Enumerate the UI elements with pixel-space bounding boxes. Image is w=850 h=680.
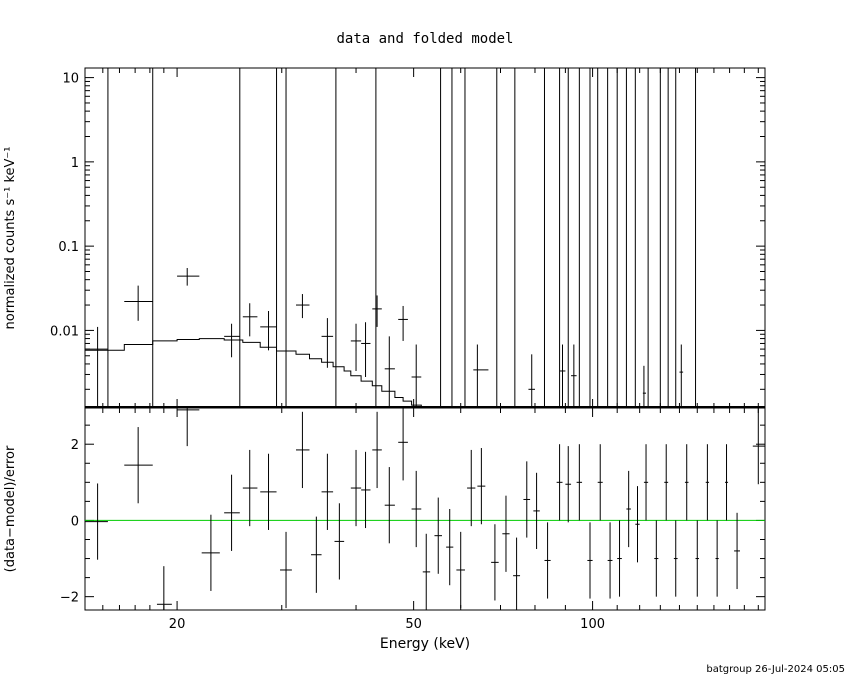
residual-point <box>673 520 678 597</box>
residual-point <box>684 444 689 521</box>
residual-point <box>544 522 551 599</box>
residual-point <box>242 449 258 527</box>
residual-point <box>372 411 382 489</box>
data-point <box>321 318 334 368</box>
data-point <box>398 305 408 341</box>
data-point <box>372 295 382 327</box>
x-axis-label: Energy (keV) <box>380 636 470 652</box>
residual-point <box>201 514 220 591</box>
residual-point <box>361 451 371 529</box>
bottom-ytick-label: 2 <box>71 438 79 453</box>
data-point <box>85 326 108 408</box>
data-point <box>361 322 371 377</box>
data-point <box>177 268 200 286</box>
residual-point <box>607 522 613 599</box>
footer-stamp: batgroup 26-Jul-2024 05:05 <box>706 664 845 675</box>
data-points <box>85 68 697 408</box>
residual-point <box>467 449 476 527</box>
residual-point <box>422 533 431 610</box>
chart-title: data and folded model <box>336 31 513 47</box>
top-ytick-label: 10 <box>62 72 79 87</box>
residual-point <box>654 520 659 597</box>
residual-point <box>664 444 669 521</box>
residual-point <box>446 509 454 586</box>
data-point <box>350 323 362 371</box>
residual-point <box>576 444 583 521</box>
residual-points <box>85 408 765 610</box>
residual-point <box>635 486 640 563</box>
residual-point <box>715 520 719 597</box>
top-ytick-label: 1 <box>71 156 79 171</box>
bottom-ylabel: (data−model)/error <box>3 445 18 572</box>
residual-point <box>643 444 649 521</box>
residual-point <box>734 512 740 590</box>
data-point <box>295 294 310 319</box>
residual-point <box>411 470 422 548</box>
top-plot-frame <box>84 67 766 409</box>
residual-point <box>350 449 362 527</box>
bottom-ytick-label: 0 <box>71 514 79 529</box>
residual-point <box>587 522 593 599</box>
residual-point <box>384 467 395 544</box>
bottom-plot-frame <box>84 407 766 611</box>
residual-point <box>617 520 622 597</box>
residual-point <box>177 408 200 447</box>
residual-point <box>477 448 486 525</box>
x-tick-label: 50 <box>405 617 422 632</box>
bottom-axis-ticks: −2 0 2 20 50 100 <box>60 408 765 632</box>
residual-point <box>556 444 563 521</box>
residual-point <box>626 470 631 548</box>
residual-point <box>597 444 603 521</box>
residual-point <box>280 531 292 609</box>
residual-point <box>334 503 345 580</box>
residual-point <box>260 453 277 530</box>
top-axis-ticks: 0.01 0.1 1 10 <box>50 68 765 408</box>
top-panel: 0.01 0.1 1 10 normalized counts s⁻¹ keV⁻¹ <box>3 67 766 409</box>
residual-point <box>85 483 108 560</box>
residual-point <box>695 520 699 597</box>
residual-point <box>398 408 408 481</box>
data-point <box>242 303 258 337</box>
bottom-ytick-label: −2 <box>60 591 79 606</box>
bottom-panel: −2 0 2 20 50 100 (data−model)/error Energy (k… <box>3 407 766 652</box>
residual-point <box>311 516 322 593</box>
data-point <box>559 344 566 408</box>
residual-point <box>705 444 710 521</box>
data-point <box>260 310 277 351</box>
residual-point <box>565 446 572 523</box>
residual-point <box>224 474 240 551</box>
x-tick-label: 100 <box>580 617 605 632</box>
residual-point <box>434 497 442 574</box>
data-point <box>642 365 647 408</box>
residual-point <box>523 461 531 538</box>
folded-model <box>85 338 765 409</box>
residual-point <box>513 537 521 610</box>
top-ytick-label: 0.01 <box>50 324 79 339</box>
data-point <box>411 344 422 408</box>
data-point <box>124 285 153 321</box>
data-point <box>571 344 577 408</box>
top-ylabel: normalized counts s⁻¹ keV⁻¹ <box>3 147 18 330</box>
residual-point <box>502 495 510 572</box>
residual-point <box>456 531 465 609</box>
residual-point <box>533 472 540 550</box>
residual-point <box>724 444 729 521</box>
top-ytick-label: 0.1 <box>58 240 79 255</box>
data-point <box>679 344 684 408</box>
residual-point <box>752 408 765 485</box>
x-tick-label: 20 <box>169 617 186 632</box>
data-point <box>473 344 489 408</box>
residual-point <box>491 524 499 601</box>
residual-point <box>295 411 310 489</box>
residual-point <box>321 453 334 530</box>
data-point <box>528 354 535 408</box>
residual-point <box>156 566 172 610</box>
data-point <box>224 323 240 358</box>
residual-point <box>124 427 153 504</box>
data-point <box>384 336 395 408</box>
